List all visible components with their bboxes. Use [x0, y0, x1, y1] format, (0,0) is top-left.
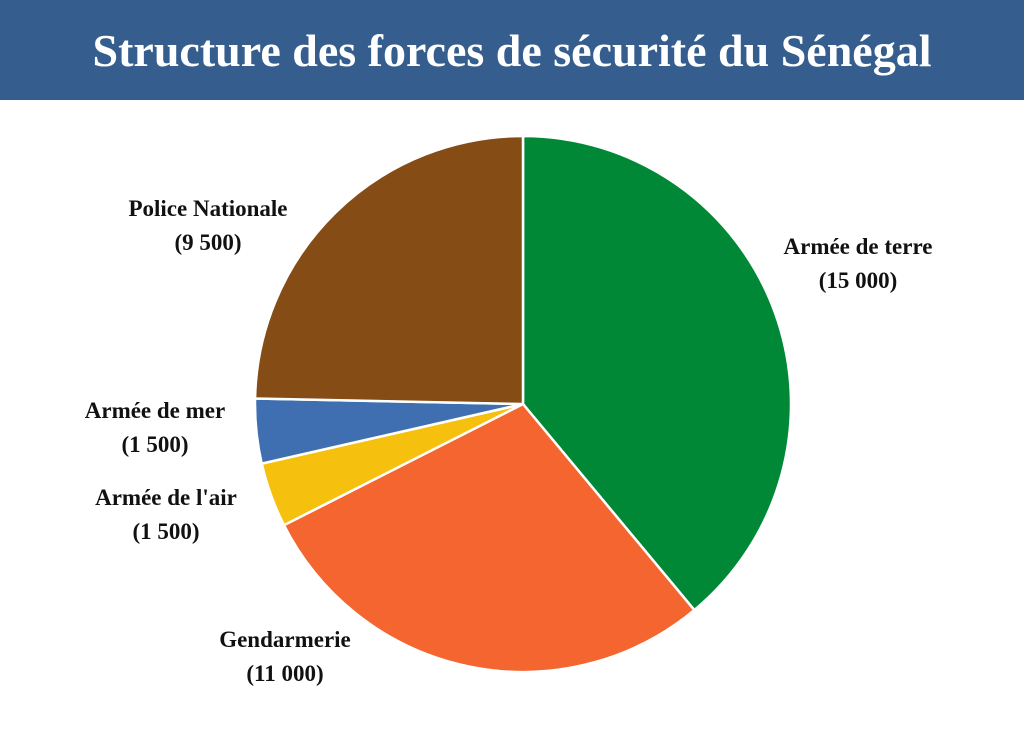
slice-label-arm-e-de-mer: Armée de mer — [85, 398, 225, 423]
chart-title: Structure des forces de sécurité du Séné… — [92, 24, 932, 76]
slice-value-gendarmerie: (11 000) — [246, 661, 323, 686]
slice-value-arm-e-de-terre: (15 000) — [819, 268, 898, 293]
slice-value-police-nationale: (9 500) — [174, 230, 241, 255]
pie-slice-arm-e-de-terre — [521, 134, 793, 612]
title-bar: Structure des forces de sécurité du Séné… — [0, 0, 1024, 100]
slice-label-arm-e-de-terre: Armée de terre — [784, 234, 933, 259]
slice-label-gendarmerie: Gendarmerie — [219, 627, 351, 652]
pie-slice-gendarmerie — [282, 402, 696, 674]
slice-value-arm-e-de-mer: (1 500) — [121, 432, 188, 457]
pie-slice-police-nationale — [253, 134, 525, 406]
slice-label-police-nationale: Police Nationale — [128, 196, 287, 221]
slice-label-arm-e-de-l-air: Armée de l'air — [95, 485, 237, 510]
slice-value-arm-e-de-l-air: (1 500) — [132, 519, 199, 544]
